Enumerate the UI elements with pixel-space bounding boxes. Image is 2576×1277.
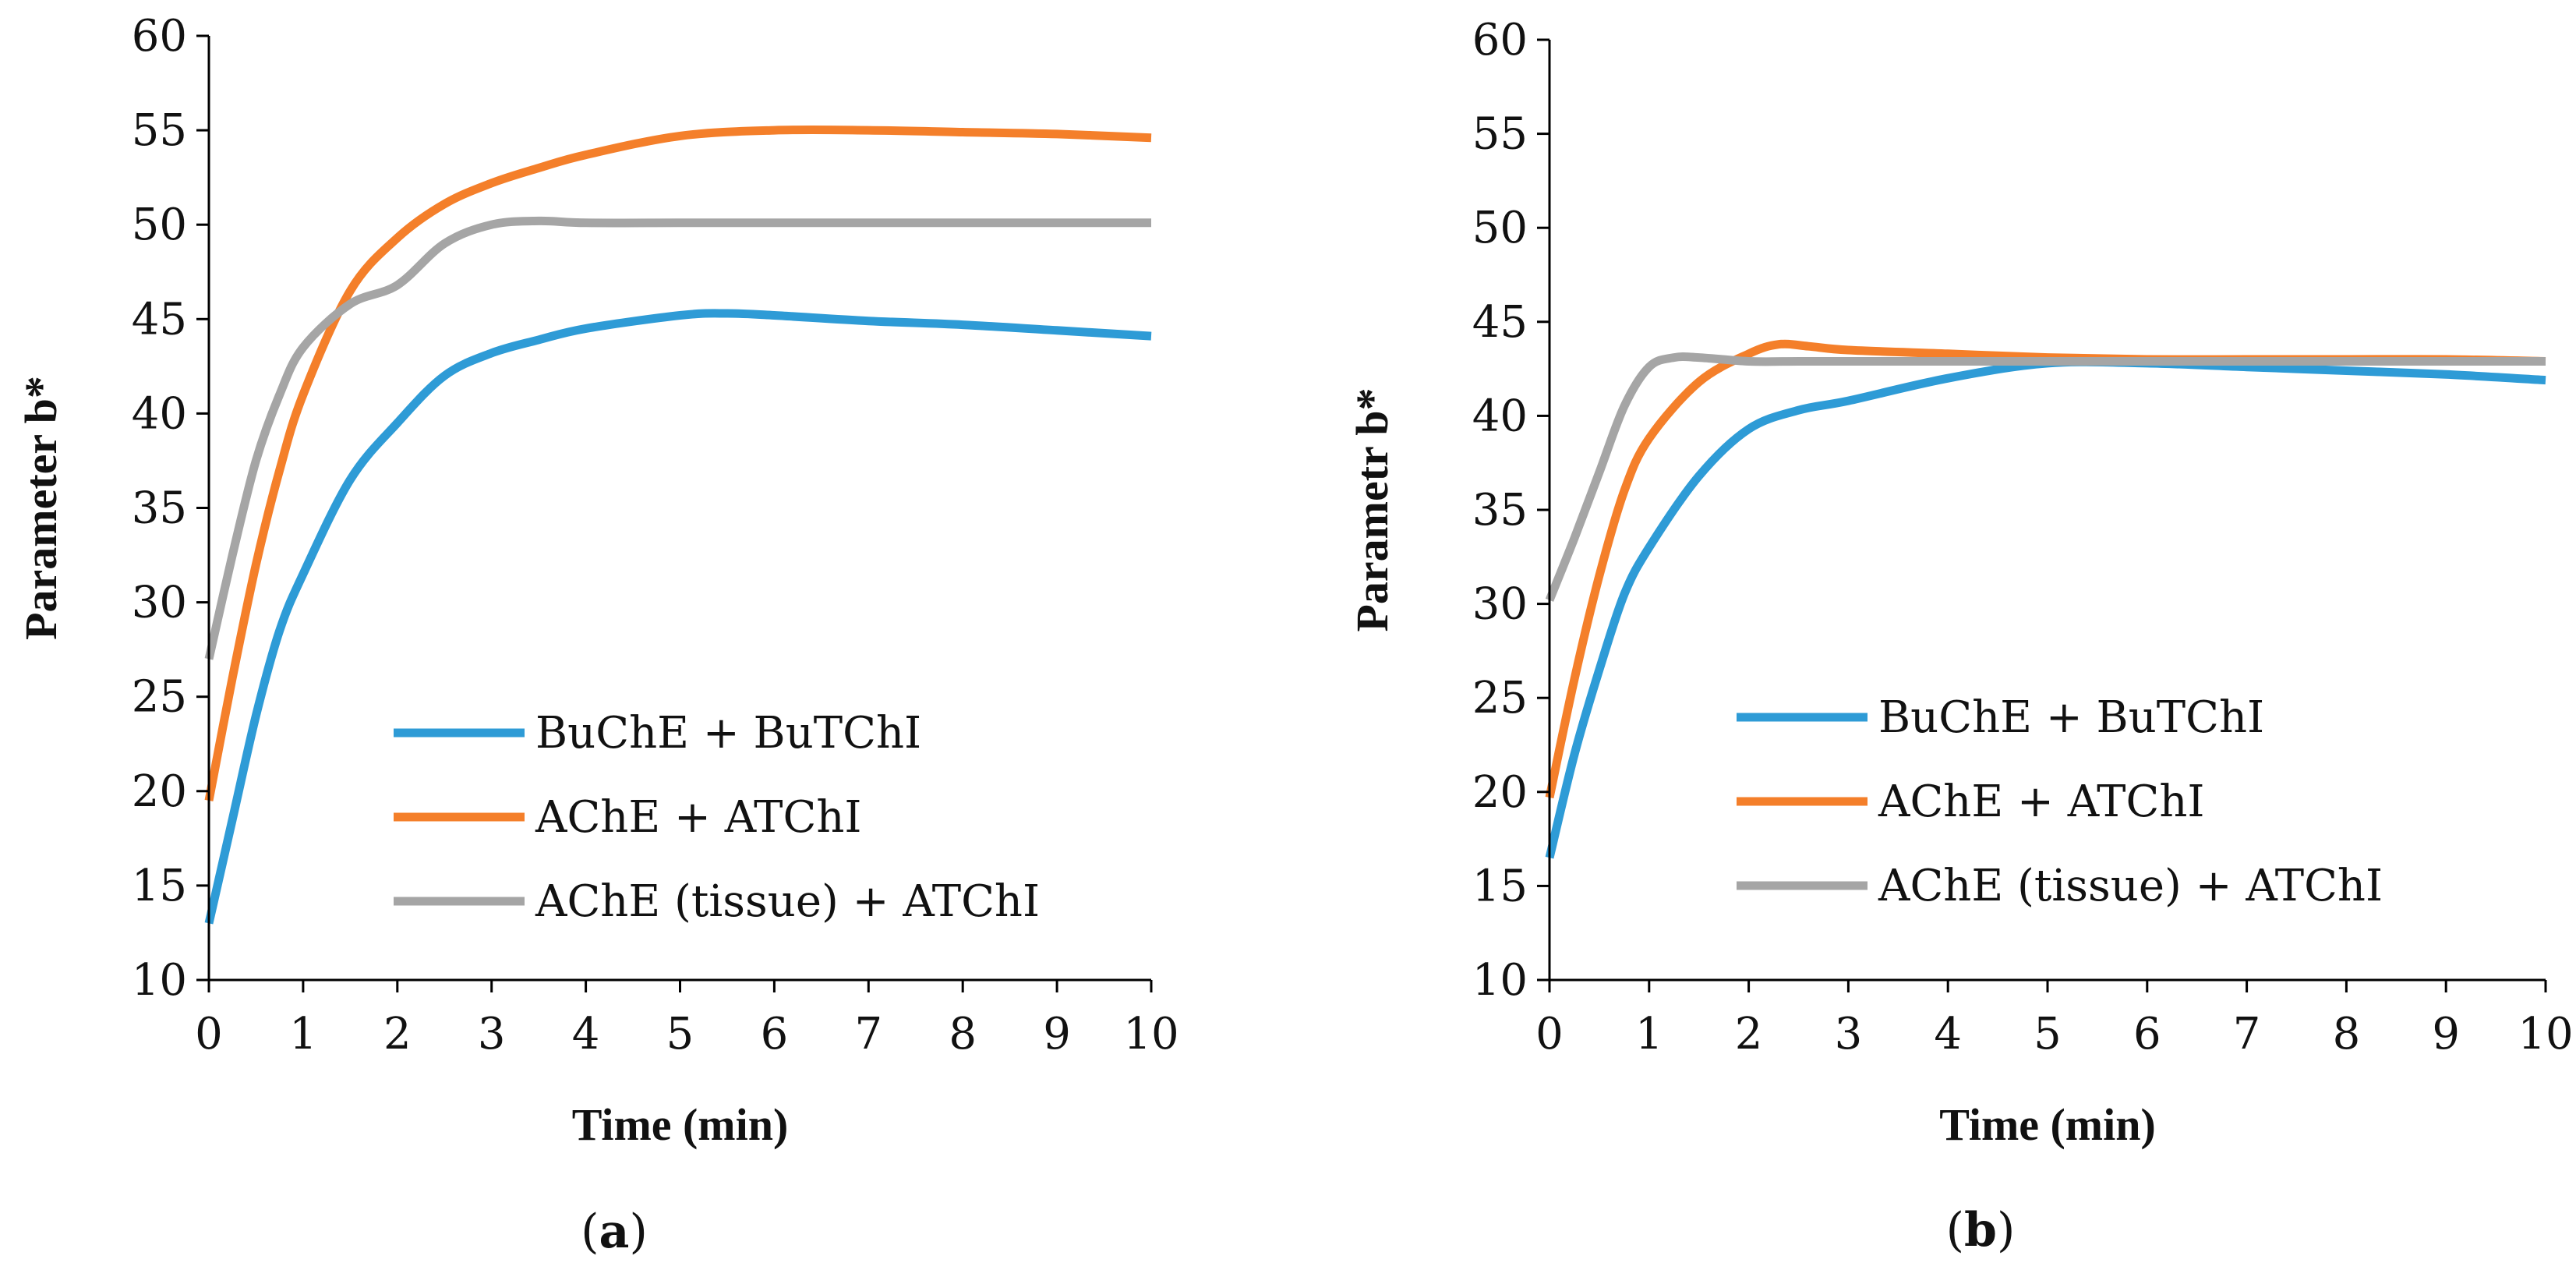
series-line-buche-butchi [204, 309, 1152, 925]
x-tick-label: 8 [2333, 1009, 2361, 1059]
legend-item-ache-atchi: AChE + ATChI [394, 792, 862, 843]
panel-label: (a) [581, 1204, 648, 1259]
y-tick-label: 25 [132, 672, 187, 723]
tick-marks [196, 34, 1153, 992]
x-tick-label: 1 [289, 1009, 317, 1059]
y-axis-title: Parametr b* [1347, 388, 1398, 632]
x-tick-label: 2 [1735, 1009, 1763, 1059]
legend-label: AChE + ATChI [1878, 776, 2205, 827]
y-tick-label: 25 [1472, 673, 1528, 723]
legend: BuChE + BuTChI AChE + ATChI AChE (tissue) … [1737, 692, 2383, 911]
series-line-ache-tissue-atchi [204, 216, 1151, 660]
y-tick-label: 15 [1472, 861, 1528, 911]
x-axis-title: Time (min) [1939, 1099, 2156, 1150]
series-line-buche-butchi [1545, 357, 2546, 859]
y-tick-label: 10 [132, 955, 187, 1006]
legend-item-buche-butchi: BuChE + BuTChI [394, 708, 921, 759]
x-tick-label: 10 [2518, 1009, 2573, 1059]
legend-item-buche-butchi: BuChE + BuTChI [1737, 692, 2264, 743]
y-tick-label: 20 [1472, 767, 1528, 818]
y-tick-label: 30 [132, 578, 187, 628]
series-line-ache-tissue-atchi [1545, 352, 2546, 602]
x-axis-title: Time (min) [572, 1099, 789, 1150]
y-tick-label: 55 [132, 105, 187, 156]
x-tick-label: 7 [854, 1009, 882, 1059]
legend-item-ache-atchi: AChE + ATChI [1737, 776, 2205, 827]
tick-marks [1537, 38, 2547, 992]
x-tick-label: 5 [2034, 1009, 2062, 1059]
x-tick-label: 0 [195, 1009, 223, 1059]
legend: BuChE + BuTChI AChE + ATChI AChE (tissue) … [394, 708, 1040, 927]
x-tick-label: 9 [2432, 1009, 2460, 1059]
y-tick-label: 45 [132, 294, 187, 345]
legend-label: AChE (tissue) + ATChI [1878, 861, 2383, 911]
legend-label: BuChE + BuTChI [535, 708, 921, 759]
y-tick-label: 55 [1472, 109, 1528, 160]
y-tick-label: 10 [1472, 955, 1528, 1006]
y-tick-label: 35 [132, 483, 187, 534]
y-tick-label: 50 [132, 200, 187, 250]
x-tick-label: 5 [666, 1009, 694, 1059]
x-tick-label: 0 [1535, 1009, 1564, 1059]
y-tick-label: 20 [132, 766, 187, 817]
y-axis-title: Parameter b* [16, 376, 66, 640]
legend-label: AChE (tissue) + ATChI [535, 876, 1040, 927]
series-lines [1545, 339, 2546, 859]
series-line-ache-atchi [204, 125, 1152, 801]
x-tick-label: 10 [1123, 1009, 1178, 1059]
y-tick-label: 40 [132, 388, 187, 439]
y-tick-label: 30 [1472, 579, 1528, 630]
panel-letter: b [1964, 1203, 1997, 1258]
axes [1548, 40, 2546, 982]
x-tick-label: 4 [1934, 1009, 1962, 1059]
x-tick-label: 7 [2233, 1009, 2261, 1059]
x-tick-label: 3 [1835, 1009, 1863, 1059]
y-tick-label: 45 [1472, 297, 1528, 348]
x-tick-label: 9 [1043, 1009, 1071, 1059]
y-tick-label: 35 [1472, 485, 1528, 536]
x-tick-label: 4 [572, 1009, 600, 1059]
y-tick-label: 40 [1472, 391, 1528, 441]
legend-label: BuChE + BuTChI [1878, 692, 2264, 743]
y-tick-label: 60 [1472, 15, 1528, 65]
y-tick-label: 15 [132, 861, 187, 911]
panel-label: (b) [1946, 1203, 2016, 1258]
x-tick-label: 3 [478, 1009, 506, 1059]
legend-label: AChE + ATChI [535, 792, 862, 843]
panel-letter: a [599, 1204, 630, 1259]
x-tick-label: 6 [2133, 1009, 2161, 1059]
x-tick-label: 8 [949, 1009, 977, 1059]
x-tick-label: 1 [1635, 1009, 1663, 1059]
legend-item-ache-tissue-atchi: AChE (tissue) + ATChI [394, 876, 1040, 927]
legend-item-ache-tissue-atchi: AChE (tissue) + ATChI [1737, 861, 2383, 911]
y-tick-label: 60 [132, 11, 187, 62]
series-lines [204, 125, 1152, 925]
y-tick-label: 50 [1472, 203, 1528, 253]
x-tick-label: 6 [761, 1009, 789, 1059]
x-tick-label: 2 [383, 1009, 412, 1059]
